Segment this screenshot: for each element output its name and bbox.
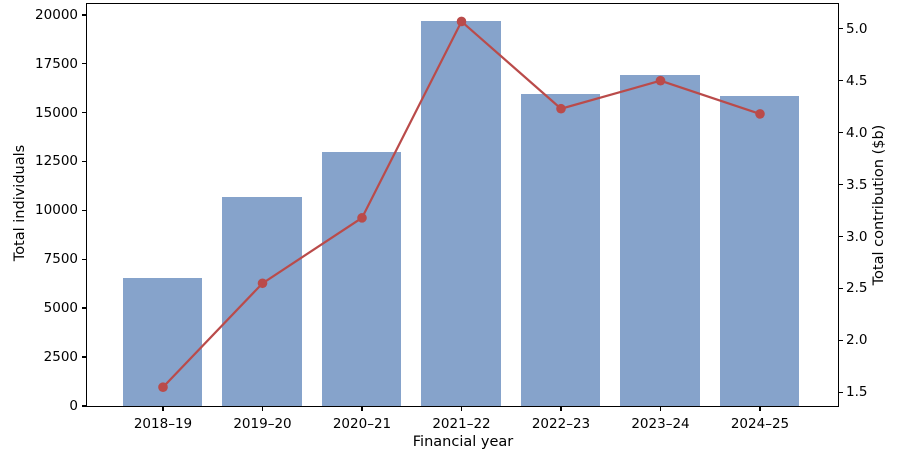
bar-2019–20 xyxy=(222,197,302,406)
y-left-tick-label: 20000 xyxy=(35,6,78,23)
x-tick-mark xyxy=(460,406,463,411)
bar-2023–24 xyxy=(620,74,700,406)
y-left-tick-mark xyxy=(81,62,87,65)
y-left-tick-mark xyxy=(81,258,87,261)
x-tick-label: 2022–23 xyxy=(531,416,591,432)
y-left-tick-label: 5000 xyxy=(43,300,78,317)
y-left-tick-mark xyxy=(81,14,87,16)
y-left-tick-mark xyxy=(81,160,87,163)
bar-2018–19 xyxy=(122,278,203,406)
x-tick-label: 2021–22 xyxy=(432,416,491,432)
x-tick-mark xyxy=(162,406,164,411)
x-tick-label: 2020–21 xyxy=(332,416,392,432)
x-tick-mark xyxy=(759,406,761,411)
plot-area xyxy=(85,2,839,407)
y-left-tick-label: 2500 xyxy=(43,349,78,366)
bar-2024–25 xyxy=(719,96,800,406)
bar-2020–21 xyxy=(321,152,402,406)
y-right-tick-mark xyxy=(838,391,843,394)
y-right-tick-mark xyxy=(838,235,843,238)
y-right-tick-label: 4.5 xyxy=(846,72,868,89)
y-left-tick-mark xyxy=(81,356,87,358)
bar-2022–23 xyxy=(520,94,601,406)
y-left-tick-mark xyxy=(81,111,87,114)
y-left-tick-label: 12500 xyxy=(35,153,78,170)
y-axis-label-left: Total individuals xyxy=(12,144,28,262)
x-tick-label: 2023–24 xyxy=(631,416,690,432)
x-tick-label: 2024–25 xyxy=(730,416,790,432)
y-right-tick-mark xyxy=(838,339,843,342)
y-right-tick-mark xyxy=(838,131,843,134)
x-tick-mark xyxy=(261,406,264,411)
y-left-tick-mark xyxy=(81,405,87,407)
y-left-tick-label: 10000 xyxy=(35,202,78,219)
x-tick-mark xyxy=(361,406,363,411)
y-right-tick-mark xyxy=(838,27,843,30)
y-left-tick-label: 17500 xyxy=(35,55,78,72)
y-right-tick-label: 3.0 xyxy=(846,228,868,245)
y-right-tick-mark xyxy=(838,287,843,290)
y-right-tick-mark xyxy=(838,183,843,186)
bar-2021–22 xyxy=(421,21,501,406)
y-right-tick-label: 3.5 xyxy=(846,176,868,193)
y-right-tick-mark xyxy=(838,79,843,82)
y-axis-label-right: Total contribution ($b) xyxy=(871,124,887,286)
y-right-tick-label: 5.0 xyxy=(846,20,868,37)
y-left-tick-label: 15000 xyxy=(35,104,78,121)
x-tick-mark xyxy=(560,406,562,411)
y-left-tick-mark xyxy=(81,209,87,212)
y-right-tick-label: 1.5 xyxy=(846,384,868,401)
y-left-tick-mark xyxy=(81,307,87,309)
x-axis-label: Financial year xyxy=(412,434,514,450)
x-tick-mark xyxy=(659,406,662,411)
y-left-tick-label: 7500 xyxy=(43,251,78,268)
x-tick-label: 2018–19 xyxy=(133,416,193,432)
y-right-tick-label: 2.0 xyxy=(846,332,868,349)
y-right-tick-label: 4.0 xyxy=(846,124,868,141)
y-right-tick-label: 2.5 xyxy=(846,280,868,297)
y-left-tick-label: 0 xyxy=(69,398,78,414)
x-tick-label: 2019–20 xyxy=(233,416,292,432)
